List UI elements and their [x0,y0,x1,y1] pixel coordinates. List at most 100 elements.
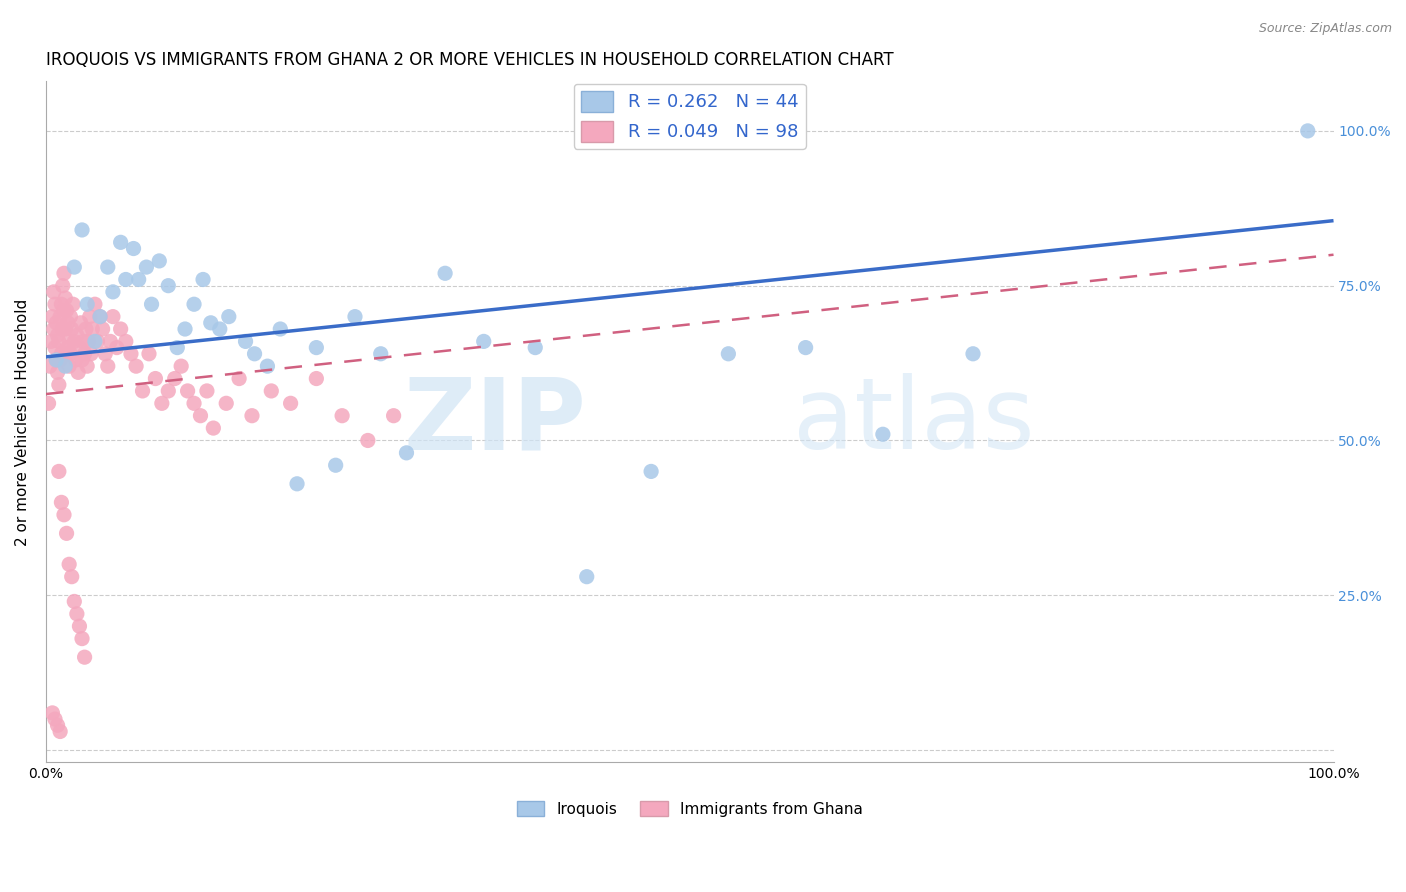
Point [70,353,93,368]
Point [52,322,75,336]
Point [305,341,328,355]
Point [183,297,205,311]
Point [83,334,105,349]
Point [41,310,63,324]
Point [76,297,98,311]
Point [70,223,93,237]
Point [66,328,89,343]
Point [174,322,197,336]
Point [55,526,77,541]
Point [59,347,82,361]
Point [63,260,86,274]
Point [82,322,104,336]
Point [97,260,120,274]
Point [53,266,76,280]
Point [1296,124,1319,138]
Point [46,328,69,343]
Point [110,235,132,250]
Point [575,570,598,584]
Point [67,365,90,379]
Point [53,359,76,373]
Point [73,347,96,361]
Point [46,365,69,379]
Point [77,334,100,349]
Point [148,253,170,268]
Point [51,347,73,361]
Point [98,334,121,349]
Point [145,371,167,385]
Point [48,377,70,392]
Point [114,272,136,286]
Point [640,465,662,479]
Text: atlas: atlas [793,374,1035,470]
Point [72,334,94,349]
Point [163,371,186,385]
Point [135,260,157,274]
Point [269,322,291,336]
Point [141,297,163,311]
Point [49,310,72,324]
Point [170,359,193,373]
Point [69,316,91,330]
Point [125,359,148,373]
Point [89,310,111,324]
Point [48,465,70,479]
Point [45,353,67,368]
Point [58,334,80,349]
Point [89,310,111,324]
Point [357,434,380,448]
Point [38,359,60,373]
Point [131,384,153,398]
Point [235,334,257,349]
Point [717,347,740,361]
Point [46,718,69,732]
Point [285,476,308,491]
Point [202,421,225,435]
Point [44,341,66,355]
Point [434,266,457,280]
Point [60,322,83,336]
Point [76,359,98,373]
Text: Source: ZipAtlas.com: Source: ZipAtlas.com [1258,22,1392,36]
Point [44,297,66,311]
Legend: Iroquois, Immigrants from Ghana: Iroquois, Immigrants from Ghana [510,795,869,823]
Point [157,278,180,293]
Point [53,303,76,318]
Point [45,353,67,368]
Point [208,322,231,336]
Point [243,347,266,361]
Point [58,359,80,373]
Point [66,607,89,621]
Point [150,396,173,410]
Y-axis label: 2 or more Vehicles in Household: 2 or more Vehicles in Household [15,298,30,546]
Point [105,341,128,355]
Point [472,334,495,349]
Point [38,396,60,410]
Point [101,285,124,299]
Point [70,632,93,646]
Point [42,322,65,336]
Point [794,341,817,355]
Point [200,316,222,330]
Point [110,322,132,336]
Point [55,303,77,318]
Point [370,347,392,361]
Point [53,508,76,522]
Point [280,396,302,410]
Point [157,384,180,398]
Point [63,334,86,349]
Point [53,322,76,336]
Point [114,334,136,349]
Point [44,712,66,726]
Point [63,594,86,608]
Point [195,384,218,398]
Point [97,359,120,373]
Point [55,347,77,361]
Point [80,347,103,361]
Point [128,272,150,286]
Point [52,278,75,293]
Point [260,384,283,398]
Point [218,310,240,324]
Point [62,297,84,311]
Point [48,334,70,349]
